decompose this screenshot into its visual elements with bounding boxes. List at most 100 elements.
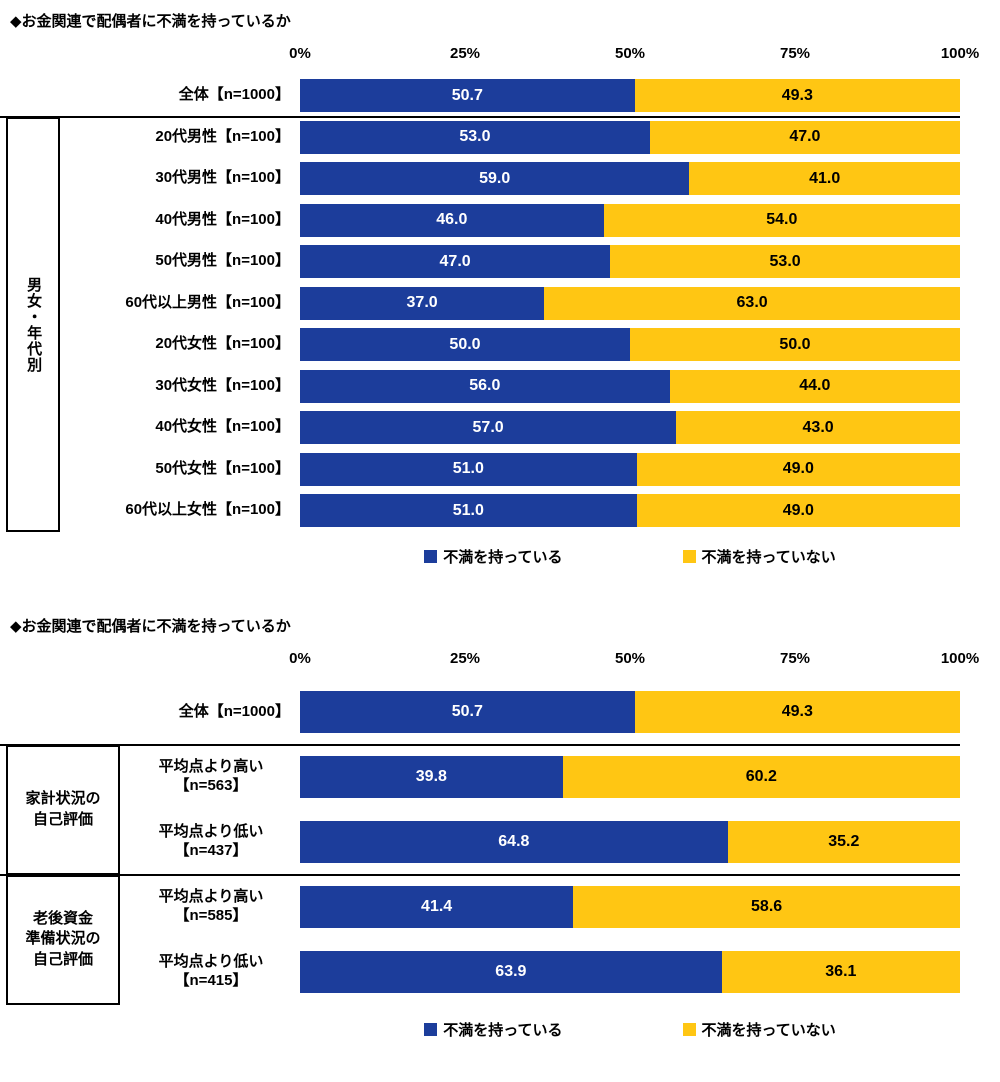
stacked-bar: 51.0 49.0 — [300, 494, 960, 528]
bar-value-label: 63.9 — [495, 963, 527, 980]
bar-row: 40代男性【n=100】 46.0 54.0 — [0, 200, 960, 242]
divider-line — [0, 743, 960, 746]
bar-value-label: 43.0 — [802, 418, 834, 436]
bar-track: 37.0 63.0 — [300, 286, 960, 320]
bar-track: 56.0 44.0 — [300, 369, 960, 403]
bar-segment-dissatisfied: 57.0 — [300, 411, 677, 445]
bar-value-label: 53.0 — [769, 252, 801, 270]
bar-segment-not-dissatisfied: 47.0 — [649, 120, 960, 154]
bar-value-label: 51.0 — [452, 460, 484, 478]
bar-value-label: 50.7 — [451, 703, 483, 720]
group-label-box: 家計状況の 自己評価 — [6, 744, 120, 875]
legend-item-not-dissatisfied: 不満を持っていない — [682, 1019, 836, 1040]
bar-track: 51.0 49.0 — [300, 494, 960, 528]
chart-title: ◆お金関連で配偶者に不満を持っているか — [10, 13, 291, 30]
row-label: 平均点より低い 【n=415】 — [158, 953, 264, 989]
row-label: 50代男性【n=100】 — [155, 252, 290, 270]
row-label: 30代女性【n=100】 — [155, 376, 290, 394]
stacked-bar: 63.9 36.1 — [300, 951, 960, 993]
bar-segment-dissatisfied: 56.0 — [300, 369, 670, 403]
bar-track: 57.0 43.0 — [300, 411, 960, 445]
bar-value-label: 35.2 — [828, 833, 860, 850]
bar-value-label: 63.0 — [736, 294, 768, 312]
legend-item-dissatisfied: 不満を持っている — [424, 546, 563, 567]
bar-segment-not-dissatisfied: 49.3 — [634, 691, 960, 733]
bar-segment-dissatisfied: 47.0 — [300, 245, 611, 279]
stacked-bar: 47.0 53.0 — [300, 245, 960, 279]
bar-segment-not-dissatisfied: 43.0 — [676, 411, 960, 445]
stacked-bar: 59.0 41.0 — [300, 162, 960, 196]
stacked-bar: 53.0 47.0 — [300, 120, 960, 154]
x-tick-100: 100% — [940, 649, 980, 667]
stacked-bar: 50.7 49.3 — [300, 691, 960, 733]
bar-row: 平均点より低い 【n=415】 63.9 36.1 — [0, 940, 960, 1005]
row-label: 60代以上男性【n=100】 — [125, 293, 290, 311]
legend-label-not-dissatisfied: 不満を持っていない — [701, 548, 836, 566]
bar-track: 39.8 60.2 — [300, 756, 960, 798]
x-tick-0: 0% — [289, 649, 311, 667]
bar-value-label: 50.7 — [451, 86, 483, 104]
row-label: 全体【n=1000】 — [178, 86, 290, 104]
bar-value-label: 37.0 — [406, 294, 438, 312]
bar-segment-dissatisfied: 59.0 — [300, 162, 690, 196]
bar-row: 50代女性【n=100】 51.0 49.0 — [0, 449, 960, 491]
axis-label-spacer — [0, 43, 300, 67]
x-tick-100: 100% — [940, 45, 980, 62]
row-label: 20代女性【n=100】 — [155, 335, 290, 353]
bar-track: 47.0 53.0 — [300, 245, 960, 279]
legend: 不満を持っている 不満を持っていない — [300, 1019, 960, 1040]
bar-value-label: 51.0 — [452, 501, 484, 519]
stacked-bar: 51.0 49.0 — [300, 452, 960, 486]
divider-line — [0, 873, 960, 876]
row-label: 平均点より高い 【n=563】 — [158, 758, 264, 794]
bar-segment-dissatisfied: 50.7 — [300, 691, 635, 733]
group-label-box: 男女・年代別 — [6, 117, 60, 532]
bar-value-label: 36.1 — [825, 963, 857, 980]
bar-segment-dissatisfied: 41.4 — [300, 886, 574, 928]
legend-swatch-dissatisfied — [424, 549, 438, 563]
bar-segment-dissatisfied: 53.0 — [300, 120, 650, 154]
row-label: 20代男性【n=100】 — [155, 127, 290, 145]
bar-segment-not-dissatisfied: 58.6 — [573, 886, 960, 928]
bar-segment-dissatisfied: 50.7 — [300, 79, 635, 113]
bar-segment-dissatisfied: 63.9 — [300, 951, 722, 993]
bar-segment-not-dissatisfied: 49.0 — [636, 494, 960, 528]
axis-label-spacer — [0, 648, 300, 672]
bar-value-label: 53.0 — [459, 128, 491, 146]
stacked-bar: 39.8 60.2 — [300, 756, 960, 798]
chart-money-dissatisfaction-by-gender-age: ◆お金関連で配偶者に不満を持っているか 0% 25% 50% 75% 100% … — [0, 13, 979, 567]
bar-segment-not-dissatisfied: 44.0 — [669, 369, 960, 403]
bar-segment-not-dissatisfied: 53.0 — [610, 245, 960, 279]
bar-row: 20代男性【n=100】 53.0 47.0 — [0, 117, 960, 159]
bar-segment-dissatisfied: 39.8 — [300, 756, 563, 798]
bar-track: 64.8 35.2 — [300, 821, 960, 863]
bar-value-label: 58.6 — [751, 898, 783, 915]
bar-value-label: 41.0 — [809, 169, 841, 187]
x-axis-ticks: 0% 25% 50% 75% 100% — [289, 43, 979, 67]
bar-segment-not-dissatisfied: 35.2 — [727, 821, 960, 863]
bar-value-label: 46.0 — [436, 211, 468, 229]
bar-segment-not-dissatisfied: 41.0 — [689, 162, 960, 196]
stacked-bar: 37.0 63.0 — [300, 286, 960, 320]
bar-segment-dissatisfied: 51.0 — [300, 494, 637, 528]
bar-value-label: 59.0 — [479, 169, 511, 187]
bar-value-label: 54.0 — [766, 211, 798, 229]
stacked-bar: 41.4 58.6 — [300, 886, 960, 928]
row-label: 60代以上女性【n=100】 — [125, 501, 290, 519]
bar-segment-not-dissatisfied: 60.2 — [562, 756, 960, 798]
x-axis-ticks: 0% 25% 50% 75% 100% — [289, 648, 979, 672]
chart-title: ◆お金関連で配偶者に不満を持っているか — [10, 617, 291, 635]
stacked-bar: 64.8 35.2 — [300, 821, 960, 863]
bar-segment-not-dissatisfied: 36.1 — [721, 951, 960, 993]
bar-value-label: 60.2 — [745, 768, 777, 785]
bar-segment-dissatisfied: 46.0 — [300, 203, 604, 237]
bar-track: 53.0 47.0 — [300, 120, 960, 154]
legend-item-dissatisfied: 不満を持っている — [424, 1019, 563, 1040]
x-tick-50: 50% — [614, 649, 646, 667]
legend-swatch-dissatisfied — [424, 1022, 438, 1036]
bar-segment-dissatisfied: 51.0 — [300, 452, 637, 486]
bar-row: 30代男性【n=100】 59.0 41.0 — [0, 158, 960, 200]
x-tick-75: 75% — [779, 45, 811, 62]
bar-track: 63.9 36.1 — [300, 951, 960, 993]
legend-label-dissatisfied: 不満を持っている — [443, 1021, 563, 1039]
